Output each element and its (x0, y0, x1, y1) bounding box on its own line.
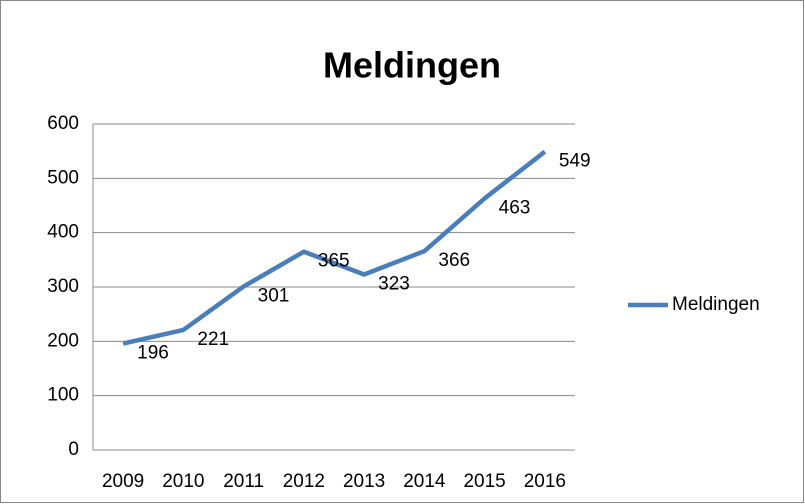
x-tick-label: 2015 (463, 471, 505, 492)
data-label: 366 (438, 250, 470, 271)
data-label: 549 (559, 151, 591, 172)
y-tick-label: 400 (47, 222, 79, 243)
data-label: 323 (378, 274, 410, 295)
y-tick-label: 300 (47, 276, 79, 297)
data-label: 301 (258, 285, 290, 306)
data-label: 196 (137, 343, 169, 364)
x-tick-label: 2016 (524, 471, 566, 492)
y-tick-label: 100 (47, 385, 79, 406)
x-tick-label: 2013 (343, 471, 385, 492)
x-tick-label: 2010 (162, 471, 204, 492)
data-label: 365 (318, 251, 350, 272)
data-label: 221 (197, 329, 229, 350)
legend-label: Meldingen (672, 294, 760, 315)
x-tick-label: 2011 (223, 471, 264, 492)
y-tick-label: 0 (68, 439, 79, 460)
line-series (122, 149, 547, 346)
y-tick-label: 600 (47, 113, 79, 134)
x-tick-label: 2009 (102, 471, 144, 492)
y-tick-label: 200 (47, 330, 79, 351)
x-tick-label: 2012 (283, 471, 325, 492)
x-tick-label: 2014 (403, 471, 446, 492)
y-tick-label: 500 (47, 167, 79, 188)
data-label: 463 (499, 197, 531, 218)
chart-title: Meldingen (323, 45, 501, 86)
